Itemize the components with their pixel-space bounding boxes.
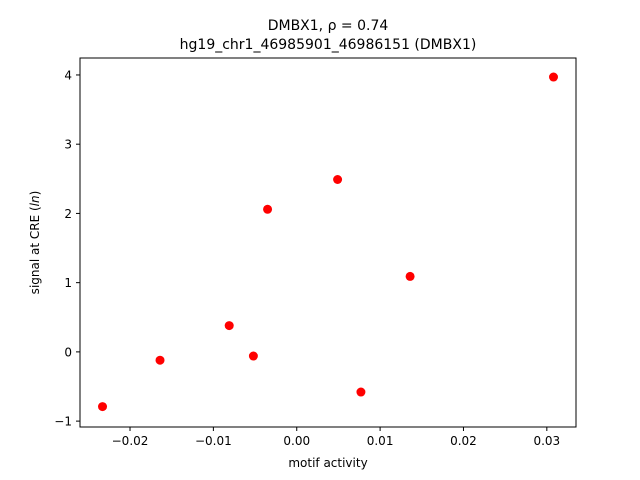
y-tick-label: −1 bbox=[54, 415, 72, 429]
x-tick-label: 0.01 bbox=[367, 434, 394, 448]
x-axis-ticks: −0.02 −0.01 0.00 0.01 0.02 0.03 bbox=[112, 427, 560, 448]
x-tick-label: −0.01 bbox=[195, 434, 232, 448]
y-tick-label: 3 bbox=[64, 138, 72, 152]
x-tick-label: −0.02 bbox=[112, 434, 149, 448]
x-tick-label: 0.02 bbox=[450, 434, 477, 448]
y-axis-label-suffix: ) bbox=[28, 191, 42, 196]
data-points bbox=[98, 72, 558, 412]
chart-title-line1: DMBX1, ρ = 0.74 bbox=[268, 18, 389, 34]
y-tick-label: 1 bbox=[64, 276, 72, 290]
data-point bbox=[333, 175, 343, 184]
plot-frame bbox=[79, 57, 577, 428]
x-tick-label: 0.00 bbox=[283, 434, 310, 448]
x-axis-label: motif activity bbox=[288, 456, 367, 470]
y-axis-label: signal at CRE (ln) bbox=[28, 191, 42, 295]
data-point bbox=[224, 321, 234, 331]
y-tick-label: 0 bbox=[64, 345, 72, 359]
y-tick-label: 2 bbox=[64, 207, 72, 221]
y-axis-label-prefix: signal at CRE ( bbox=[28, 206, 42, 294]
data-point bbox=[263, 204, 273, 214]
chart-title-line2: hg19_chr1_46985901_46986151 (DMBX1) bbox=[180, 37, 477, 53]
data-point bbox=[248, 351, 258, 361]
y-axis-ticks: −1 0 1 2 3 4 bbox=[54, 68, 80, 429]
y-axis-label-unit: ln bbox=[28, 195, 42, 206]
data-point bbox=[405, 271, 415, 281]
x-tick-label: 0.03 bbox=[533, 434, 560, 448]
y-tick-label: 4 bbox=[64, 68, 72, 82]
data-point bbox=[548, 72, 558, 82]
data-point bbox=[155, 355, 165, 365]
data-point bbox=[98, 402, 108, 412]
data-point bbox=[356, 387, 366, 397]
